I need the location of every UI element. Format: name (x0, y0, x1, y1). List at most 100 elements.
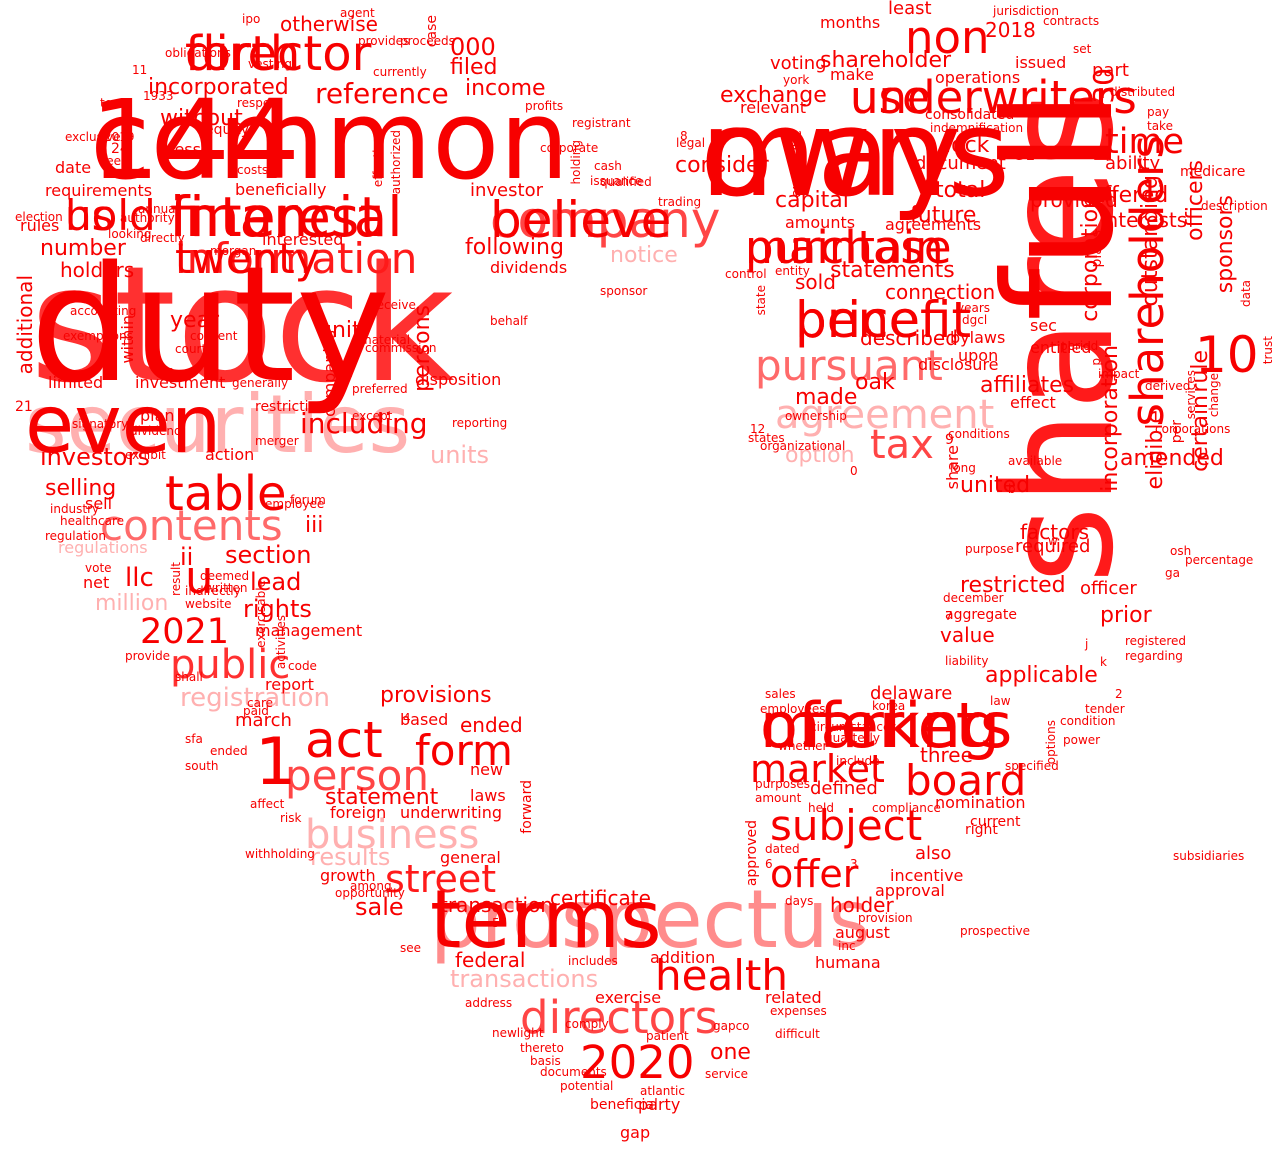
cloud-word: includes (568, 954, 618, 968)
cloud-word: consolidated (925, 107, 1015, 123)
cloud-word: rights (243, 595, 312, 623)
cloud-word: federal (455, 948, 526, 972)
cloud-word: voting (770, 53, 827, 74)
cloud-word: states (748, 431, 785, 445)
cloud-word: days (785, 894, 814, 908)
cloud-word: entity (775, 264, 810, 278)
cloud-word: address (465, 996, 513, 1010)
cloud-word: addition (650, 948, 716, 967)
cloud-word: deemed (200, 569, 250, 583)
cloud-word: 2 (1115, 687, 1123, 701)
cloud-word: potential (560, 1079, 614, 1093)
cloud-word: indirectly (185, 584, 241, 598)
cloud-word: fees (102, 154, 128, 168)
cloud-word: condition (1060, 714, 1116, 728)
cloud-word: p (1089, 358, 1103, 366)
cloud-word: service (705, 1067, 748, 1081)
cloud-word: signatory (72, 417, 129, 431)
cloud-word: set (1073, 42, 1092, 56)
cloud-word: amended (1120, 446, 1224, 471)
cloud-word: incorporated (148, 75, 289, 100)
cloud-word: statement (325, 785, 439, 810)
cloud-word: patient (646, 1029, 689, 1043)
cloud-word: indemnification (930, 121, 1024, 135)
cloud-word: impact (1098, 367, 1140, 381)
cloud-word: sales (765, 687, 796, 701)
cloud-word: duty (30, 231, 391, 418)
cloud-word: total (935, 178, 986, 203)
cloud-word: one (710, 1040, 751, 1065)
cloud-word: markets (760, 689, 1013, 762)
cloud-word: officer (1080, 578, 1137, 599)
cloud-word: korea (872, 699, 906, 713)
cloud-word: 000 (450, 33, 496, 61)
cloud-word: disposition (415, 370, 502, 389)
cloud-word: documents (540, 1065, 607, 1079)
cloud-word: regulation (45, 529, 106, 543)
cloud-word: expenses (770, 1004, 827, 1018)
cloud-word: effect (1010, 393, 1056, 412)
cloud-word: board (905, 756, 1027, 805)
cloud-word: securities (25, 378, 411, 471)
cloud-word: vote (85, 561, 112, 575)
cloud-word: costs (237, 163, 269, 177)
cloud-word: december (943, 591, 1004, 605)
cloud-word: corporate (540, 141, 599, 155)
cloud-word: preferred (352, 382, 408, 396)
cloud-word: k (1100, 655, 1107, 669)
cloud-word: among (350, 879, 392, 893)
cloud-word: business (305, 812, 480, 858)
cloud-word: ii (180, 543, 194, 571)
cloud-word: annual (138, 202, 179, 216)
cloud-word: authorized (389, 130, 403, 195)
cloud-word: forth (185, 26, 301, 82)
cloud-word: lock (945, 133, 990, 158)
cloud-word: quarterly (825, 731, 880, 745)
cloud-word: provides (358, 34, 410, 48)
cloud-word: consent (190, 329, 238, 343)
cloud-word: operations (935, 68, 1021, 87)
cloud-word: us (65, 191, 114, 240)
cloud-word: shall (175, 670, 203, 684)
cloud-word: purchase (745, 221, 952, 274)
cloud-word: law (990, 694, 1011, 708)
cloud-word: connection (885, 280, 996, 304)
cloud-word: management (255, 621, 363, 640)
cloud-word: delaware (870, 683, 953, 704)
cloud-word: specified (1005, 759, 1059, 773)
cloud-word: oak (855, 370, 895, 395)
cloud-word: employees (760, 702, 826, 716)
cloud-word: 4 (403, 711, 411, 725)
cloud-word: requirements (45, 181, 153, 200)
cloud-word: price (795, 291, 920, 349)
cloud-word: receive (372, 298, 416, 312)
cloud-word: transaction (440, 893, 553, 917)
cloud-word: affiliates (980, 373, 1075, 398)
cloud-word: profits (525, 99, 564, 113)
cloud-word: street (385, 857, 497, 901)
cloud-word: affect (250, 797, 285, 811)
cloud-word: information (175, 234, 418, 283)
cloud-word: newlight (492, 1026, 544, 1040)
cloud-word: march (235, 710, 292, 731)
cloud-word: restrictions (255, 399, 334, 415)
cloud-word: number (40, 236, 126, 261)
cloud-word: paid (243, 704, 269, 718)
cloud-word: case (424, 15, 440, 48)
cloud-word: whether (778, 739, 828, 753)
cloud-word: corporations (1155, 422, 1231, 436)
cloud-word: sold (795, 270, 836, 294)
cloud-word: exemptions (63, 329, 133, 343)
cloud-word: ipo (242, 12, 261, 26)
cloud-word: ended (210, 744, 248, 758)
cloud-word: 1 (255, 725, 297, 800)
cloud-word: interest (170, 185, 382, 249)
cloud-word: held (808, 801, 834, 815)
cloud-word: foreign (330, 803, 387, 822)
cloud-word: exercise (595, 988, 662, 1007)
cloud-word: current (970, 814, 1021, 830)
cloud-word: statements (830, 258, 955, 283)
cloud-word: bylaws (950, 328, 1006, 347)
cloud-word: year (170, 308, 220, 333)
